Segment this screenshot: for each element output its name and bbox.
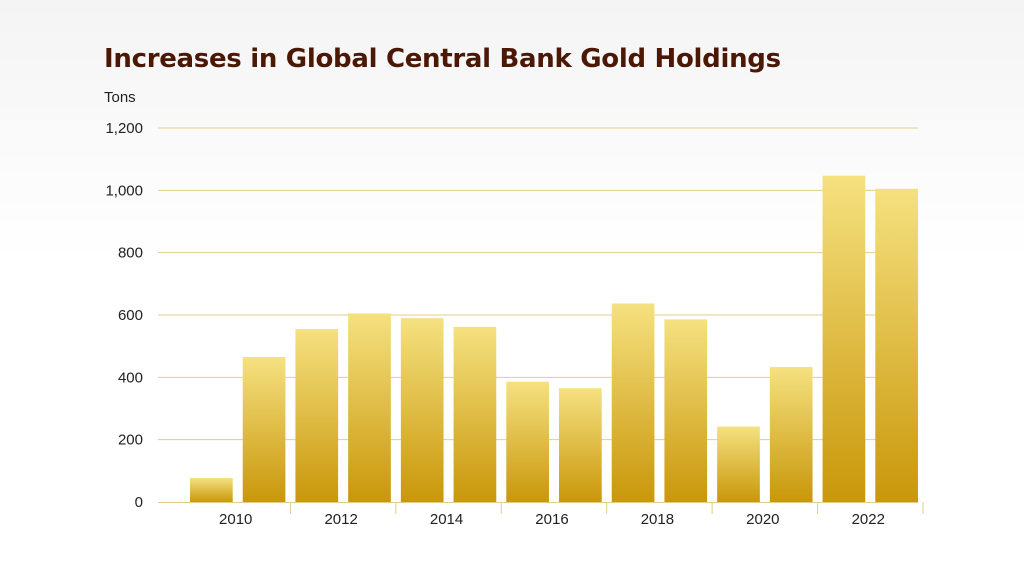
bar-2015 [453, 326, 497, 502]
bar-2010 [190, 478, 233, 502]
bar-2023 [875, 188, 918, 502]
y-axis-unit-label: Tons [104, 89, 136, 106]
bar-2021 [769, 367, 813, 502]
x-tick-label: 2018 [641, 511, 674, 528]
y-axis-ticks: 0 200 400 600 800 1,000 1,200 [105, 120, 143, 511]
y-tick-label: 1,000 [105, 182, 143, 199]
y-tick-label: 1,200 [105, 120, 143, 137]
x-axis-ticks: 2010 2012 2014 2016 2018 2020 2022 [219, 511, 885, 528]
x-tick-label: 2010 [219, 511, 252, 528]
x-tick-label: 2022 [852, 511, 885, 528]
x-tick-label: 2014 [430, 511, 463, 528]
bar-2014 [400, 318, 444, 502]
y-tick-label: 400 [118, 369, 143, 386]
bar-2017 [559, 388, 602, 502]
x-tick-label: 2012 [324, 511, 357, 528]
bars [190, 175, 918, 502]
bar-2016 [506, 381, 549, 502]
bar-2022 [822, 175, 866, 502]
x-axis [158, 502, 924, 514]
y-tick-label: 0 [135, 494, 143, 511]
bar-2020 [717, 426, 760, 502]
x-tick-label: 2020 [746, 511, 779, 528]
y-tick-label: 200 [118, 432, 143, 449]
x-tick-label: 2016 [535, 511, 568, 528]
y-tick-label: 600 [118, 307, 143, 324]
y-tick-label: 800 [118, 245, 143, 262]
chart-title: Increases in Global Central Bank Gold Ho… [104, 44, 781, 74]
bar-2018 [611, 303, 655, 502]
bar-2019 [664, 319, 708, 502]
bar-2011 [242, 357, 286, 502]
bar-2013 [348, 313, 391, 502]
bar-2012 [295, 329, 339, 502]
